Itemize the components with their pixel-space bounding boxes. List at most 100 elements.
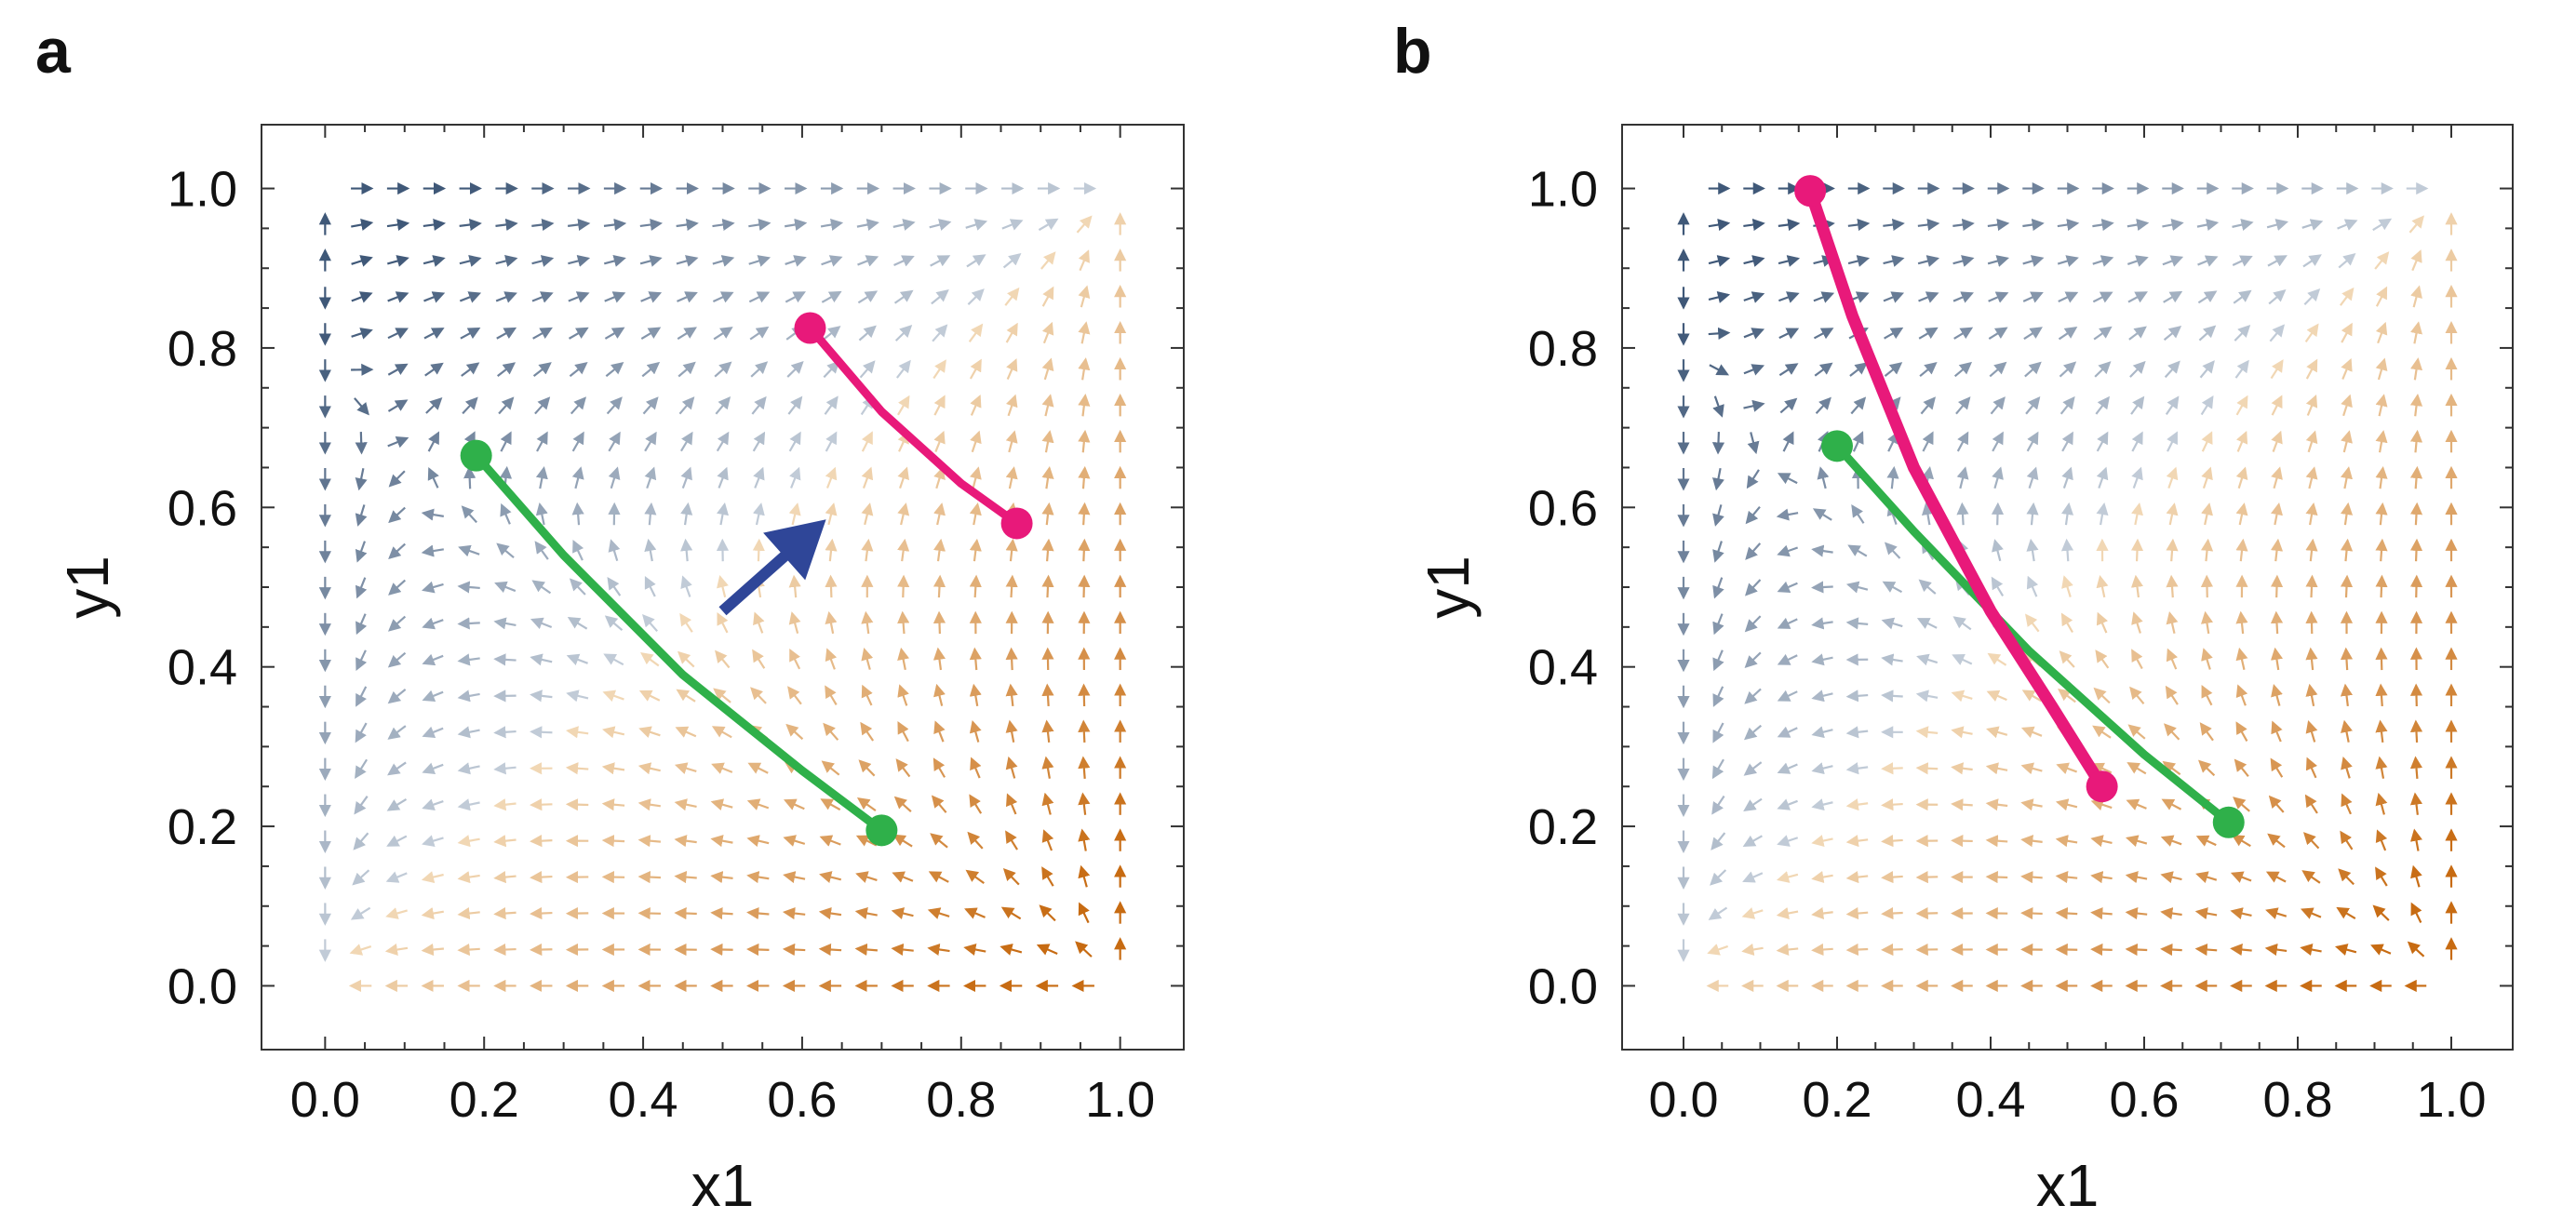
field-arrow	[388, 470, 406, 488]
field-arrow	[1915, 906, 1939, 920]
field-arrow	[2375, 538, 2388, 562]
field-arrow	[891, 943, 914, 957]
field-arrow	[354, 796, 369, 815]
field-arrow	[493, 871, 517, 884]
field-arrow	[1041, 357, 1054, 381]
field-arrow	[854, 907, 878, 920]
field-arrow	[2161, 798, 2182, 810]
field-arrow	[388, 542, 407, 559]
field-arrow	[2235, 430, 2248, 452]
field-arrow	[2024, 361, 2042, 378]
vector-field	[318, 181, 1127, 993]
field-arrow	[2095, 395, 2110, 415]
x-axis-label: x1	[691, 1152, 755, 1219]
field-arrow	[2020, 798, 2043, 811]
field-arrow	[2090, 871, 2113, 884]
field-arrow	[1745, 542, 1762, 560]
field-arrow	[2375, 574, 2388, 598]
field-arrow	[2271, 684, 2283, 706]
field-arrow	[1041, 286, 1054, 307]
field-arrow	[644, 576, 656, 597]
field-arrow	[386, 797, 408, 811]
field-arrow	[897, 647, 910, 671]
field-arrow	[785, 255, 807, 267]
field-arrow	[1741, 943, 1764, 956]
field-arrow	[857, 255, 879, 267]
field-arrow	[710, 835, 733, 848]
panel-a: a 0.0 0.2 0.4 0.6 0.8 1.0 0.0 0.2 0.4 0.6 0.8 1.0 x1 y…	[35, 16, 1185, 1219]
field-arrow	[2055, 871, 2078, 884]
field-arrow	[1005, 466, 1018, 489]
field-arrow	[1850, 396, 1867, 415]
field-arrow	[2201, 502, 2213, 526]
field-arrow	[1036, 944, 1058, 956]
field-arrow	[2338, 252, 2356, 269]
field-arrow	[493, 798, 517, 811]
field-arrow	[2091, 762, 2113, 774]
field-arrow	[2235, 502, 2248, 526]
field-arrow	[1000, 906, 1022, 920]
field-arrow	[457, 906, 480, 920]
field-arrow	[530, 617, 553, 630]
y-tick-label: 0.2	[1528, 799, 1598, 855]
field-arrow	[677, 327, 697, 341]
magenta-end-point	[2086, 770, 2118, 803]
field-arrow	[1951, 762, 1973, 775]
field-arrow	[1915, 726, 1939, 739]
field-arrow	[608, 466, 621, 489]
field-arrow	[2230, 907, 2252, 920]
y-tick-label: 0.0	[168, 958, 237, 1014]
field-arrow	[825, 466, 838, 489]
field-arrow	[568, 218, 591, 232]
field-arrow	[893, 255, 915, 267]
field-arrow	[1777, 726, 1798, 738]
field-arrow	[1743, 797, 1763, 811]
field-arrow	[2235, 538, 2248, 562]
field-arrow	[861, 431, 873, 452]
field-arrow	[1918, 291, 1939, 303]
field-arrow	[2026, 538, 2039, 562]
field-arrow	[1988, 327, 2008, 340]
field-arrow	[818, 943, 842, 957]
field-arrow	[1987, 255, 2009, 267]
field-arrow	[1989, 361, 2007, 378]
field-arrow	[422, 653, 444, 666]
field-arrow	[2200, 538, 2214, 562]
field-arrow	[2409, 756, 2423, 779]
field-arrow	[753, 611, 765, 634]
field-arrow	[536, 431, 548, 452]
field-arrow	[2305, 757, 2318, 779]
field-arrow	[1988, 291, 2009, 303]
field-arrow	[825, 648, 838, 670]
field-arrow	[2305, 683, 2318, 706]
field-arrow	[1742, 871, 1764, 883]
field-arrow	[1006, 358, 1018, 380]
field-arrow	[2340, 502, 2354, 526]
field-arrow	[825, 431, 838, 452]
field-arrow	[387, 363, 409, 376]
field-arrow	[2198, 325, 2217, 341]
field-arrow	[602, 726, 625, 739]
field-arrow	[712, 255, 735, 267]
field-arrow	[2375, 357, 2388, 381]
field-arrow	[1884, 542, 1901, 559]
field-arrow	[680, 538, 693, 562]
field-arrow	[931, 795, 947, 813]
field-arrow	[1851, 504, 1865, 524]
field-arrow	[1849, 362, 1868, 377]
x-tick-label: 1.0	[1085, 1072, 1155, 1128]
field-arrow	[1712, 577, 1724, 599]
field-arrow	[747, 762, 769, 774]
field-arrow	[787, 686, 802, 705]
field-arrow	[1078, 321, 1091, 344]
field-arrow	[2409, 357, 2423, 381]
field-arrow	[821, 760, 840, 776]
field-arrow	[2163, 326, 2182, 341]
field-arrow	[966, 254, 986, 268]
field-arrow	[457, 835, 480, 848]
direction-arrow	[718, 519, 826, 616]
field-arrow	[2409, 683, 2423, 707]
green-start-point	[460, 439, 492, 472]
field-arrow	[1779, 397, 1798, 414]
field-arrow	[2162, 255, 2184, 267]
